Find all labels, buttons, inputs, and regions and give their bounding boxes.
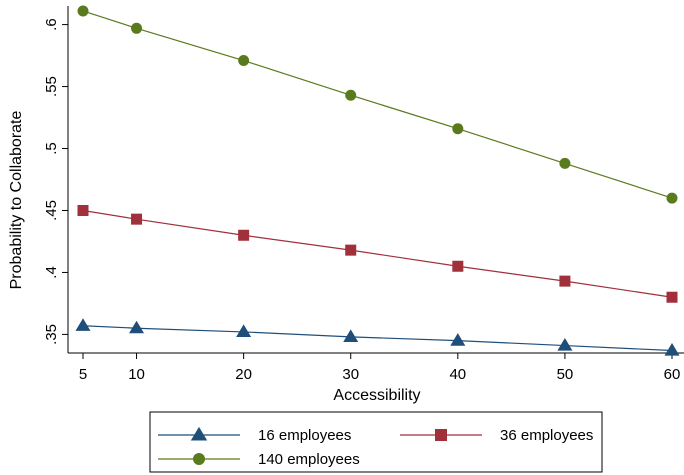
- data-point: [131, 213, 143, 225]
- x-axis-title: Accessibility: [333, 387, 420, 404]
- x-tick-label: 40: [449, 366, 466, 383]
- y-axis-title: Probability to Collaborate: [8, 111, 25, 290]
- x-tick-label: 30: [342, 366, 359, 383]
- data-point: [75, 318, 91, 331]
- legend-marker: [190, 426, 208, 441]
- plot-area: .35 .4 .45 .5 .55 .6 5 10 20 30 40 50 60: [43, 5, 684, 383]
- y-tick-label: .35: [43, 324, 60, 345]
- series-2: [77, 5, 678, 204]
- data-point: [236, 324, 252, 338]
- data-point: [345, 244, 357, 256]
- data-point: [238, 55, 250, 67]
- data-point: [452, 123, 464, 135]
- x-tick-label: 50: [557, 366, 574, 383]
- legend: 16 employees 36 employees 140 employees: [149, 411, 603, 473]
- x-tick-label: 60: [664, 366, 681, 383]
- legend-item: 16 employees: [158, 426, 351, 444]
- legend-label: 16 employees: [258, 427, 351, 444]
- data-point: [77, 5, 89, 17]
- data-point: [345, 89, 357, 101]
- series-1: [77, 204, 678, 303]
- data-point: [557, 338, 573, 351]
- data-point: [666, 192, 678, 204]
- y-tick-label: .5: [43, 142, 60, 155]
- y-tick-label: .55: [43, 76, 60, 97]
- legend-box: [149, 411, 603, 473]
- series-line: [82, 209, 673, 298]
- legend-marker: [435, 429, 447, 441]
- data-point: [452, 260, 464, 272]
- legend-marker: [193, 453, 205, 465]
- data-point: [343, 329, 359, 342]
- y-tick-label: .6: [43, 18, 60, 31]
- x-ticks: 5 10 20 30 40 50 60: [79, 353, 681, 383]
- series-line: [82, 325, 673, 352]
- y-ticks: .35 .4 .45 .5 .55 .6: [43, 18, 68, 345]
- x-tick-label: 20: [235, 366, 252, 383]
- series-0: [75, 318, 680, 356]
- x-tick-label: 10: [128, 366, 145, 383]
- data-point: [559, 275, 571, 287]
- series-layer: [75, 5, 680, 356]
- x-tick-label: 5: [79, 366, 87, 383]
- data-point: [77, 204, 89, 216]
- y-tick-label: .45: [43, 200, 60, 221]
- legend-item: 36 employees: [400, 427, 593, 444]
- legend-label: 36 employees: [500, 427, 593, 444]
- data-point: [450, 333, 466, 346]
- legend-item: 140 employees: [158, 451, 360, 468]
- series-line: [82, 10, 673, 199]
- y-tick-label: .4: [43, 266, 60, 279]
- data-point: [666, 291, 678, 303]
- data-point: [131, 22, 143, 34]
- data-point: [129, 320, 145, 334]
- data-point: [559, 157, 571, 169]
- legend-items: 16 employees 36 employees 140 employees: [158, 426, 593, 468]
- data-point: [238, 229, 250, 241]
- legend-label: 140 employees: [258, 451, 360, 468]
- data-point: [664, 343, 680, 356]
